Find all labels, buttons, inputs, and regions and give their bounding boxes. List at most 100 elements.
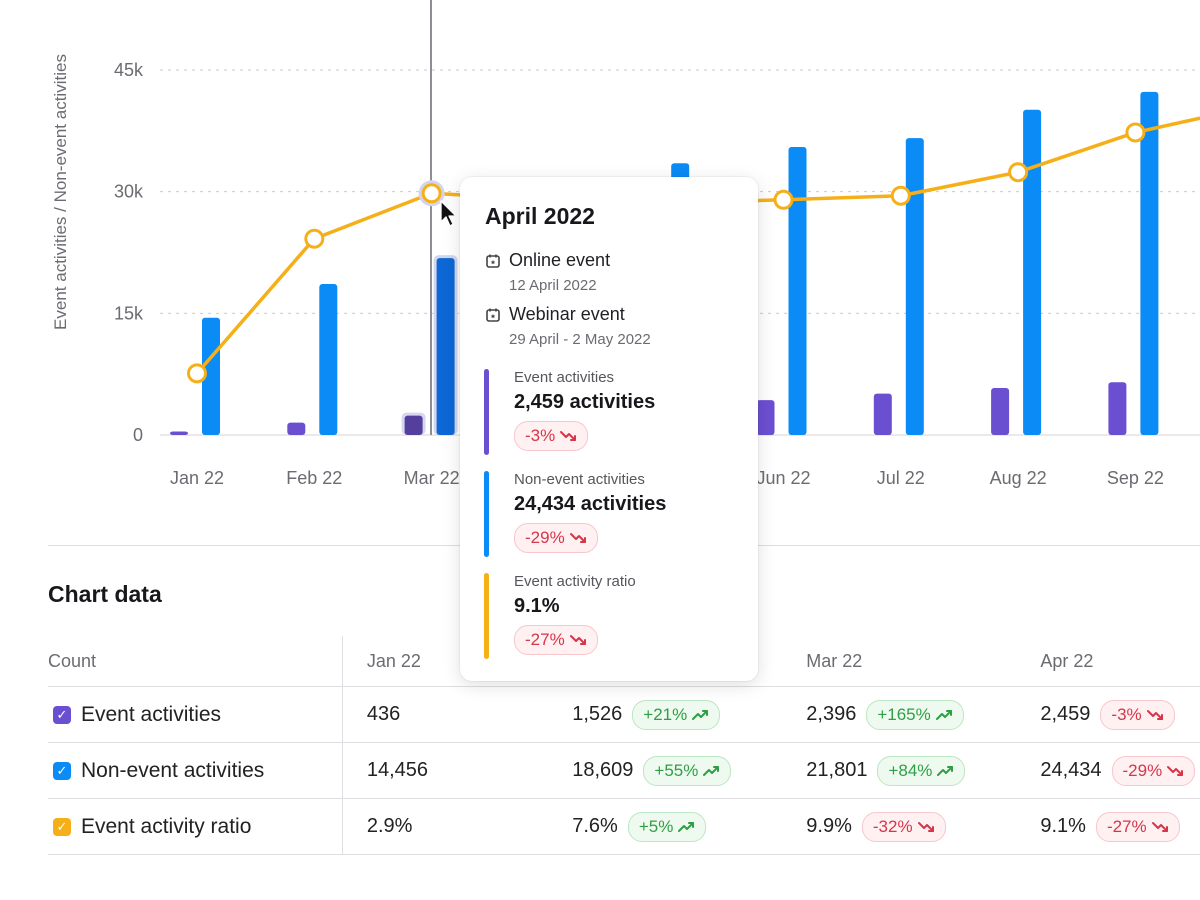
metric-value: 24,434 activities [514,493,667,515]
change-value: +5% [638,816,674,836]
series-name: Event activities [81,702,222,726]
cell-value: 7.6% [572,814,618,837]
metric-value: 9.1% [514,595,560,617]
row-label-cell: ✓ Non-event activities [48,742,343,799]
table-cell: 2,396 +165% [806,686,1041,743]
trend-down-icon [1167,765,1184,776]
cell-value: 9.9% [806,814,852,837]
change-value: -27% [1106,816,1147,836]
change-value: +84% [888,760,933,780]
cell-value: 2.9% [366,815,413,837]
cell-value: 24,434 [1040,758,1102,781]
metric-color-bar [484,573,489,659]
bar-event-activities[interactable] [756,400,775,435]
change-badge: -3% [514,421,589,451]
ratio-point[interactable] [304,228,325,249]
event-row: Webinar event [485,304,651,325]
checkbox-checked-icon[interactable]: ✓ [53,817,71,836]
ratio-point[interactable] [1125,122,1146,143]
x-tick-label: Aug 22 [990,468,1047,488]
table-cell: 24,434 -29% [1040,742,1200,799]
table-cell: 2,459 -3% [1040,686,1200,743]
row-label: ✓ Event activity ratio [48,815,342,839]
mouse-cursor-icon [440,200,457,227]
cell-value: 1,526 [572,702,623,725]
table-row: ✓ Event activity ratio 2.9% 7.6% +5% 9.9% -32%… [48,798,1200,855]
bar-non-event-activities[interactable] [436,258,455,435]
event-date: 29 April - 2 May 2022 [509,331,651,348]
ratio-point[interactable] [890,185,911,206]
ratio-point[interactable] [187,363,207,384]
trend-up-icon [692,709,709,720]
chart-data-title: Chart data [48,581,162,607]
event-date: 12 April 2022 [509,277,597,294]
metric-label: Event activity ratio [514,573,636,590]
cell-value: 14,456 [366,759,429,781]
change-value: -27% [525,630,565,649]
x-tick-label: Jun 22 [756,468,810,488]
ratio-point[interactable] [1008,162,1029,183]
bar-non-event-activities[interactable] [905,138,924,435]
bar-event-activities[interactable] [404,415,423,435]
trend-up-icon [678,821,695,832]
cell-value: 18,609 [572,758,634,781]
x-tick-label: Feb 22 [286,468,342,488]
trend-down-icon [1146,709,1163,720]
change-badge: -32% [861,811,946,842]
ratio-point[interactable] [421,183,442,204]
change-value: +55% [654,760,699,780]
change-badge: +55% [643,755,732,786]
row-label: ✓ Event activities [48,703,342,727]
tooltip-metric: Non-event activities 24,434 activities -29… [484,471,734,557]
trend-down-icon [1151,821,1168,832]
metric-label: Event activities [514,369,615,386]
bar-non-event-activities[interactable] [202,317,220,435]
bar-event-activities[interactable] [1108,382,1127,435]
chart-data-table: Count Jan 22 Feb 22 Mar 22 Apr 22 ✓Event… [48,636,1200,855]
tooltip-event: Webinar event 29 April - 2 May 2022 [485,304,651,348]
y-tick-label: 30k [114,182,144,202]
table-cell: 1,526 +21% [572,686,807,743]
y-axis-title: Event activities / Non-event activities [51,54,70,330]
calendar-icon [486,308,500,322]
table-cell: 21,801 +84% [806,742,1041,799]
change-value: -32% [872,816,913,836]
y-tick-label: 45k [114,60,144,80]
bar-non-event-activities[interactable] [1140,91,1159,436]
bar-event-activities[interactable] [170,431,188,435]
table-cell: 18,609 +55% [572,742,807,799]
tooltip-event: Online event 12 April 2022 [485,250,610,294]
table-row: ✓ Non-event activities 14,456 18,609 +55% 21,… [48,742,1200,799]
change-badge: +5% [627,811,707,842]
tooltip-metric: Event activities 2,459 activities -3% [484,369,734,455]
bar-non-event-activities[interactable] [1023,109,1042,435]
series-name: Event activity ratio [81,814,252,838]
table-cell: 2.9% [342,798,573,855]
checkbox-checked-icon[interactable]: ✓ [53,705,71,724]
cell-value: 2,459 [1040,702,1091,725]
change-badge: -27% [514,625,598,655]
y-tick-label: 15k [114,303,144,323]
table-cell: 436 [342,686,573,743]
cell-value: 2,396 [806,702,857,725]
table-row: ✓ Event activities 436 1,526 +21% 2,396 +165% 2… [48,686,1200,743]
checkbox-checked-icon[interactable]: ✓ [53,761,71,780]
event-row: Online event [485,250,610,271]
bar-non-event-activities[interactable] [319,284,338,435]
trend-down-icon [569,635,586,645]
bar-event-activities[interactable] [991,387,1010,435]
change-value: -29% [1122,760,1163,780]
trend-up-icon [703,765,720,776]
cell-value: 436 [366,703,401,725]
change-badge: -29% [1111,755,1196,786]
x-tick-label: Jan 22 [170,468,224,488]
row-label: ✓ Non-event activities [48,759,342,783]
ratio-point[interactable] [773,189,794,210]
table-cell: 9.1% -27% [1040,798,1200,855]
change-badge: +84% [877,755,966,786]
bar-event-activities[interactable] [287,422,306,435]
trend-up-icon [937,765,954,776]
change-value: +21% [643,704,688,724]
bar-non-event-activities[interactable] [788,147,807,436]
bar-event-activities[interactable] [873,393,892,435]
